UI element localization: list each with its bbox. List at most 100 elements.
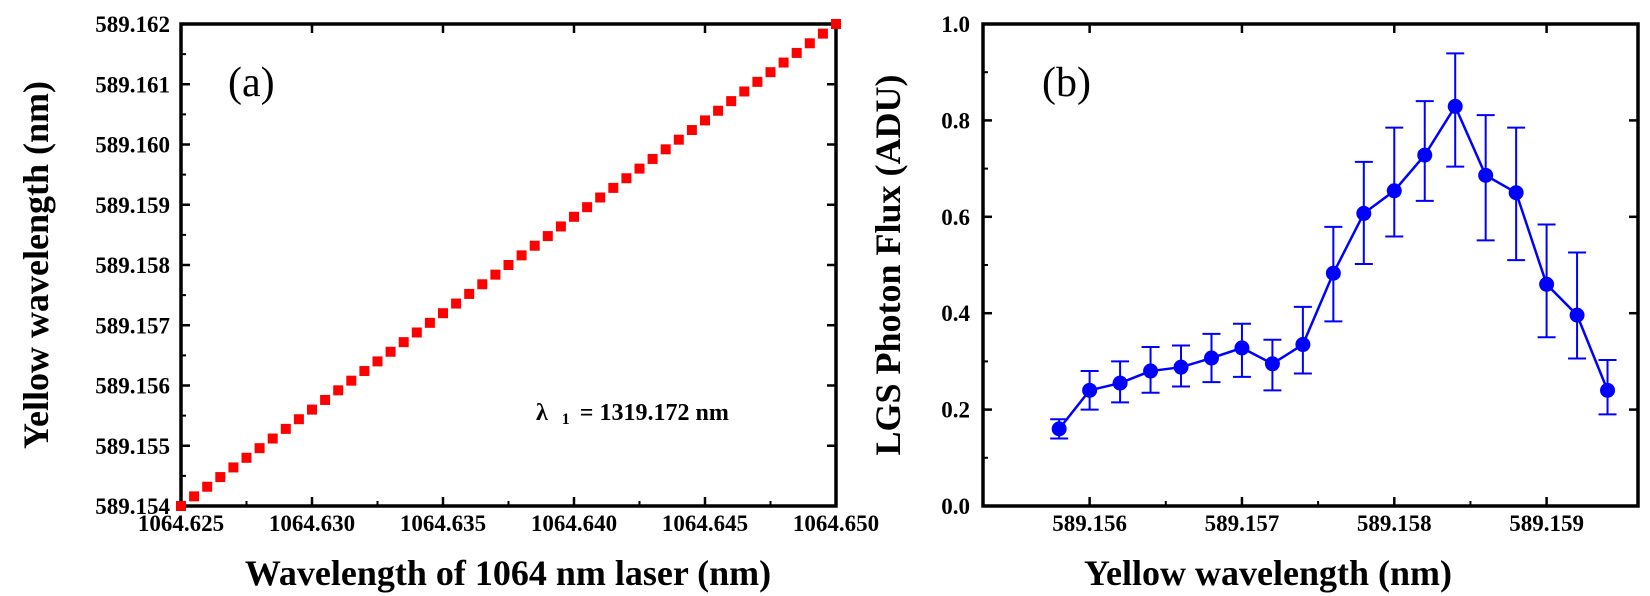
panel-a-data-point bbox=[189, 491, 200, 502]
panel-b-data-point bbox=[1295, 337, 1311, 353]
panel-b-axis-ticks bbox=[983, 22, 1638, 508]
panel-a-y-axis-title: Yellow wavelength (nm) bbox=[16, 81, 56, 449]
panel-a-annotation: λ 1 = 1319.172 nm bbox=[536, 400, 729, 430]
panel-a-data-point bbox=[752, 76, 763, 87]
panel-b-data-point bbox=[1386, 183, 1402, 199]
panel-b-data-point bbox=[1264, 356, 1280, 372]
panel-b-data-point bbox=[1417, 147, 1433, 163]
panel-a-data-point bbox=[555, 221, 566, 232]
panel-a-y-tick-label: 589.155 bbox=[95, 434, 170, 459]
panel-a-tick-labels: 1064.625 1064.630 1064.635 1064.640 1064.645… bbox=[95, 12, 879, 536]
panel-b-data-point bbox=[1143, 363, 1159, 379]
panel-a-x-tick-label: 1064.635 bbox=[400, 511, 486, 536]
panel-b-data-point bbox=[1325, 265, 1341, 281]
panel-a-data-point bbox=[831, 19, 841, 29]
panel-a-data-point bbox=[817, 28, 828, 39]
panel-a-data-point bbox=[765, 67, 776, 78]
panel-a-data-point bbox=[202, 481, 213, 492]
panel-a-x-tick-label: 1064.650 bbox=[793, 511, 879, 536]
panel-a-data-point bbox=[280, 423, 291, 434]
panel-a-data-point bbox=[176, 501, 186, 511]
panel-a-data-point bbox=[477, 279, 488, 290]
panel-b-tick-labels: 589.156 589.157 589.158 589.159 0.0 0.2 0.4 0.6… bbox=[941, 12, 1584, 536]
lambda-subscript: 1 bbox=[562, 411, 570, 428]
panel-a-data-point bbox=[307, 404, 317, 415]
panel-a-data-point bbox=[660, 144, 671, 155]
panel-a-data-point bbox=[804, 38, 815, 49]
panel-b-data-point bbox=[1569, 307, 1585, 323]
panel-a-x-tick-label: 1064.630 bbox=[269, 511, 355, 536]
panel-b-data-point bbox=[1203, 350, 1219, 366]
panel-a-data-point bbox=[438, 308, 448, 319]
panel-a-x-tick-label: 1064.640 bbox=[531, 511, 617, 536]
panel-b-markers bbox=[1051, 98, 1616, 437]
panel-b-data-point bbox=[1173, 359, 1189, 375]
panel-b-data-point bbox=[1447, 98, 1463, 114]
panel-a-x-tick-label: 1064.645 bbox=[662, 511, 748, 536]
panel-a-y-tick-label: 589.159 bbox=[95, 193, 170, 218]
panel-a-data-point bbox=[503, 260, 514, 270]
panel-a-y-tick-label: 589.154 bbox=[95, 494, 170, 519]
panel-a-data-point bbox=[254, 443, 265, 454]
panel-a-data-point bbox=[582, 202, 593, 213]
panel-b-y-tick-label: 0.8 bbox=[941, 108, 970, 133]
panel-a-data-point bbox=[739, 86, 750, 97]
panel-a-data-point bbox=[634, 163, 645, 174]
panel-b-y-axis-title: LGS Photon Flux (ADU) bbox=[868, 74, 908, 455]
panel-a-data-point bbox=[569, 211, 579, 222]
panel-a-data-point bbox=[424, 317, 435, 328]
panel-a-data-point bbox=[791, 47, 802, 58]
panel-b-data-point bbox=[1082, 382, 1098, 398]
panel-a-data-point bbox=[529, 240, 540, 251]
panel-b-x-tick-label: 589.159 bbox=[1509, 511, 1584, 536]
panel-b-y-tick-label: 0.4 bbox=[941, 301, 970, 326]
panel-b-data-point bbox=[1478, 167, 1494, 183]
panel-a-data-point bbox=[700, 115, 710, 126]
panel-a-label: (a) bbox=[228, 60, 275, 106]
panel-a-data-point bbox=[621, 173, 632, 184]
panel-a-markers bbox=[176, 19, 841, 511]
panel-b-x-tick-label: 589.156 bbox=[1052, 511, 1127, 536]
panel-a-y-tick-label: 589.161 bbox=[95, 72, 170, 97]
panel-a-y-tick-label: 589.162 bbox=[95, 12, 170, 37]
panel-a-data-point bbox=[608, 182, 619, 193]
panel-b-error-bars bbox=[1050, 52, 1617, 440]
panel-a-data-point bbox=[411, 327, 422, 338]
panel-a-y-tick-label: 589.157 bbox=[95, 313, 170, 338]
panel-a-x-tick-label: 1064.625 bbox=[138, 511, 224, 536]
panel-a-data-point bbox=[647, 153, 658, 164]
lambda-value: = 1319.172 nm bbox=[580, 400, 729, 426]
panel-a-data-point bbox=[516, 250, 527, 261]
panel-a-data-point bbox=[726, 96, 737, 107]
panel-a-data-point bbox=[595, 192, 606, 203]
panel-b-data-point bbox=[1600, 382, 1616, 398]
panel-b: 589.156 589.157 589.158 589.159 0.0 0.2 0.4 0.6… bbox=[868, 12, 1640, 593]
panel-a-data-point bbox=[385, 346, 396, 357]
panel-a-data-point bbox=[333, 385, 344, 396]
panel-a-data-point bbox=[359, 366, 370, 377]
panel-b-y-tick-label: 1.0 bbox=[941, 12, 970, 37]
panel-a-x-axis-title: Wavelength of 1064 nm laser (nm) bbox=[245, 553, 771, 593]
panel-b-data-point bbox=[1051, 421, 1067, 437]
panel-b-y-tick-label: 0.2 bbox=[941, 398, 970, 423]
panel-a-data-point bbox=[320, 394, 331, 405]
lambda-symbol: λ bbox=[536, 400, 548, 426]
panel-a: 1064.625 1064.630 1064.635 1064.640 1064.645… bbox=[16, 12, 879, 593]
panel-a-y-tick-label: 589.160 bbox=[95, 133, 170, 158]
panel-a-data-point bbox=[713, 105, 724, 116]
panel-b-data-point bbox=[1539, 276, 1555, 292]
panel-a-data-point bbox=[215, 472, 226, 483]
panel-b-x-tick-label: 589.158 bbox=[1357, 511, 1432, 536]
panel-b-y-tick-label: 0.6 bbox=[941, 205, 970, 230]
panel-a-data-point bbox=[346, 375, 357, 386]
panel-b-y-tick-label: 0.0 bbox=[941, 494, 970, 519]
panel-a-data-point bbox=[686, 125, 697, 136]
panel-b-data-point bbox=[1234, 340, 1250, 356]
panel-a-data-point bbox=[372, 356, 383, 367]
panel-a-data-point bbox=[542, 231, 553, 242]
panel-a-data-point bbox=[464, 288, 475, 299]
panel-a-data-point bbox=[293, 414, 304, 425]
panel-a-data-point bbox=[241, 452, 252, 463]
panel-a-data-point bbox=[451, 298, 462, 309]
